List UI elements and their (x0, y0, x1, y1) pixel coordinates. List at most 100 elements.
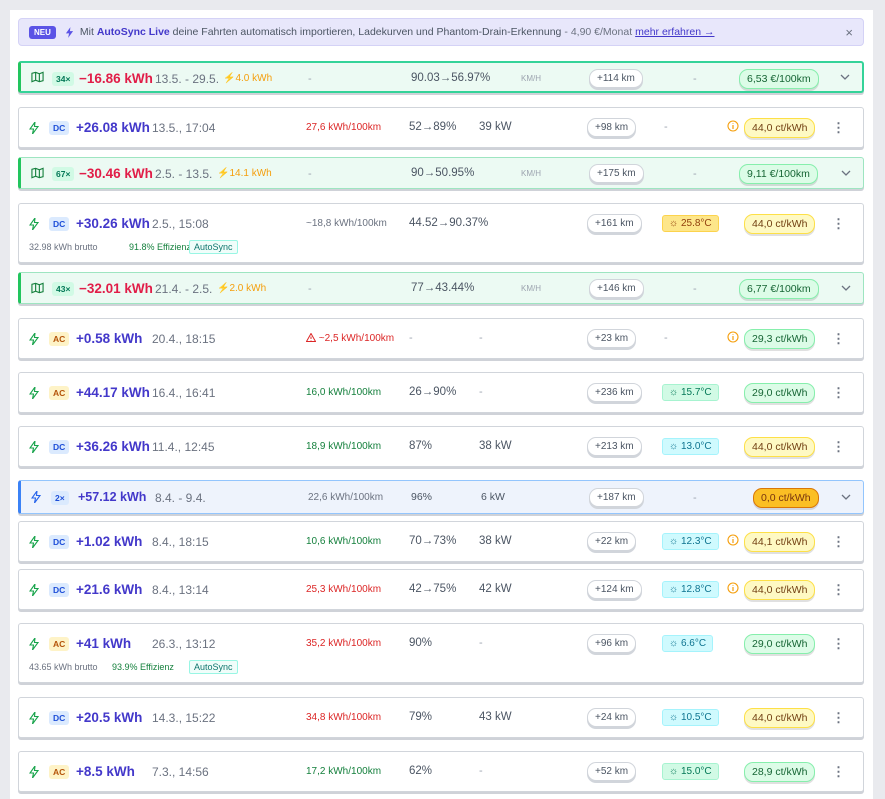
trip-group-row[interactable]: 34× −16.86 kWh 13.5. - 29.5. ⚡4.0 kWh - … (18, 61, 864, 93)
more-vertical-icon[interactable]: ⋮ (832, 636, 845, 651)
distance-pill: +236 km (587, 383, 642, 402)
charge-power: - (479, 637, 483, 649)
info-icon[interactable] (727, 534, 739, 546)
charging-log-panel: NEU Mit AutoSync Live deine Fahrten auto… (10, 10, 873, 799)
gross-energy: 43.65 kWh brutto (29, 662, 98, 672)
bolt-icon (29, 583, 39, 596)
energy-value: +26.08 kWh (76, 120, 150, 135)
temperature-badge: ☼ 12.3°C (662, 533, 719, 550)
info-icon[interactable] (727, 120, 739, 132)
charger-type-badge: DC (49, 583, 70, 597)
map-icon (31, 167, 44, 179)
soc-range: 52→89% (409, 121, 457, 133)
info-icon[interactable] (727, 331, 739, 343)
cost-pill: 6,53 €/100km (739, 69, 819, 89)
more-vertical-icon[interactable]: ⋮ (832, 384, 845, 400)
more-vertical-icon[interactable]: ⋮ (832, 709, 845, 725)
distance-pill: +114 km (589, 69, 643, 88)
trip-group-row[interactable]: 67× −30.46 kWh 2.5. - 13.5. ⚡14.1 kWh - … (18, 157, 864, 189)
banner-product: AutoSync Live (96, 26, 170, 38)
temperature-value: - (693, 168, 697, 180)
more-vertical-icon[interactable]: ⋮ (832, 119, 845, 135)
more-vertical-icon[interactable]: ⋮ (832, 533, 845, 549)
session-date: 14.3., 15:22 (152, 711, 216, 725)
chevron-down-icon[interactable] (840, 74, 850, 80)
energy-value: −30.46 kWh (79, 166, 153, 181)
charger-type-badge: DC (49, 217, 70, 231)
bolt-icon (31, 491, 41, 503)
temperature-badge: ☼ 13.0°C (662, 438, 719, 455)
price-pill: 28,9 ct/kWh (744, 762, 816, 782)
efficiency-value: - (308, 73, 312, 85)
more-vertical-icon[interactable]: ⋮ (832, 330, 845, 346)
date-range: 8.4. - 9.4. (155, 491, 206, 505)
charge-session-row[interactable]: DC +26.08 kWh 13.5., 17:04 27,6 kWh/100k… (18, 107, 864, 148)
bolt-icon (65, 26, 74, 38)
distance-pill: +187 km (589, 488, 644, 507)
charge-power: 43 kW (479, 711, 512, 723)
charger-type-badge: AC (49, 332, 70, 346)
efficiency-value: 22,6 kWh/100km (308, 492, 384, 503)
temperature-value: - (664, 121, 668, 133)
soc-range: 77→43.44% (411, 282, 475, 294)
soc-value: 90% (409, 637, 433, 649)
distance-pill: +213 km (587, 437, 642, 456)
temperature-value: - (693, 73, 697, 85)
banner-price: - 4,90 €/Monat (564, 26, 633, 38)
charge-session-row[interactable]: DC +36.26 kWh 11.4., 12:45 18,9 kWh/100k… (18, 426, 864, 467)
efficiency-value: 25,3 kWh/100km (306, 584, 382, 595)
price-pill: 29,0 ct/kWh (744, 634, 816, 654)
soc-range: 26→90% (409, 386, 457, 398)
price-pill: 44,0 ct/kWh (744, 580, 816, 600)
charge-session-row[interactable]: AC +41 kWh 26.3., 13:12 35,2 kWh/100km 9… (18, 623, 864, 683)
trip-group-row[interactable]: 43× −32.01 kWh 21.4. - 2.5. ⚡2.0 kWh - 7… (18, 272, 864, 304)
map-icon (31, 282, 44, 294)
distance-pill: +98 km (587, 118, 637, 137)
chevron-down-icon[interactable] (841, 494, 851, 500)
more-vertical-icon[interactable]: ⋮ (832, 581, 845, 597)
charge-session-row[interactable]: DC +20.5 kWh 14.3., 15:22 34,8 kWh/100km… (18, 697, 864, 738)
temperature-badge: ☼ 15.7°C (662, 384, 719, 401)
charge-session-row[interactable]: AC +8.5 kWh 7.3., 14:56 17,2 kWh/100km 6… (18, 751, 864, 792)
charge-session-row[interactable]: AC +44.17 kWh 16.4., 16:41 16,0 kWh/100k… (18, 372, 864, 413)
close-banner-button[interactable]: × (845, 25, 853, 40)
more-vertical-icon[interactable]: ⋮ (832, 763, 845, 779)
price-pill: 44,0 ct/kWh (744, 437, 816, 457)
chevron-down-icon[interactable] (841, 285, 851, 291)
distance-pill: +124 km (587, 580, 642, 599)
charger-type-badge: AC (49, 386, 70, 400)
chevron-down-icon[interactable] (841, 170, 851, 176)
more-vertical-icon[interactable]: ⋮ (832, 216, 845, 231)
charge-power: 42 kW (479, 583, 512, 595)
distance-pill: +146 km (589, 279, 644, 298)
efficiency-percent: 91.8% Effizienz (129, 242, 191, 252)
efficiency-value: 18,9 kWh/100km (306, 441, 382, 452)
price-pill: 29,3 ct/kWh (744, 329, 816, 349)
new-badge: NEU (29, 25, 56, 39)
speed-unit: KM/H (521, 169, 541, 178)
speed-unit: KM/H (521, 284, 541, 293)
distance-pill: +24 km (587, 708, 637, 727)
price-pill: 44,1 ct/kWh (744, 532, 816, 552)
learn-more-link[interactable]: mehr erfahren → (635, 26, 715, 38)
info-icon[interactable] (727, 582, 739, 594)
date-range: 21.4. - 2.5. (155, 282, 213, 296)
bolt-icon (29, 440, 39, 453)
temperature-badge: ☼ 12.8°C (662, 581, 719, 598)
charge-session-row[interactable]: DC +30.26 kWh 2.5., 15:08 ~18,8 kWh/100k… (18, 203, 864, 263)
efficiency-value: 17,2 kWh/100km (306, 766, 382, 777)
more-vertical-icon[interactable]: ⋮ (832, 438, 845, 454)
banner-prefix: Mit (79, 26, 94, 38)
efficiency-value: 10,6 kWh/100km (306, 536, 382, 547)
charger-type-badge: DC (49, 440, 70, 454)
charge-power: 38 kW (479, 440, 512, 452)
charge-session-row[interactable]: DC +21.6 kWh 8.4., 13:14 25,3 kWh/100km … (18, 569, 864, 610)
trip-count-badge: 43× (52, 282, 75, 296)
charge-group-row[interactable]: 2× +57.12 kWh 8.4. - 9.4. 22,6 kWh/100km… (18, 480, 864, 514)
price-pill: 44,0 ct/kWh (744, 708, 816, 728)
charge-session-row[interactable]: DC +1.02 kWh 8.4., 18:15 10,6 kWh/100km … (18, 521, 864, 562)
session-date: 13.5., 17:04 (152, 121, 216, 135)
charge-session-row[interactable]: AC +0.58 kWh 20.4., 18:15 ~2,5 kWh/100km… (18, 318, 864, 359)
bolt-icon (29, 765, 39, 778)
cost-pill: 6,77 €/100km (739, 279, 819, 299)
